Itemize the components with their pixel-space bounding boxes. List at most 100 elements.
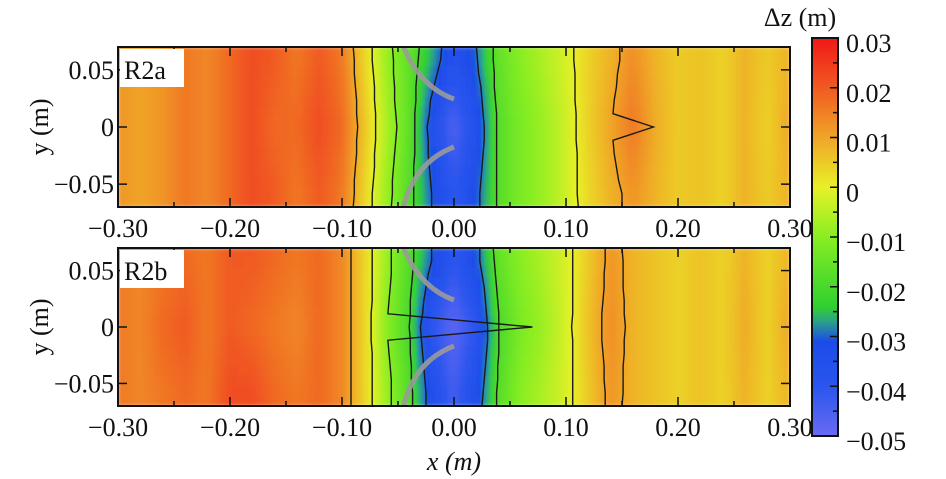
heatmap-cell xyxy=(513,346,521,358)
y-tick-label: −0.05 xyxy=(54,369,114,398)
heatmap-cell xyxy=(435,176,443,188)
heatmap-cell xyxy=(345,277,353,289)
heatmap-cell xyxy=(159,356,167,368)
heatmap-cell xyxy=(417,47,425,58)
heatmap-cell xyxy=(705,385,713,397)
heatmap-cell xyxy=(729,86,737,98)
heatmap-cell xyxy=(255,375,263,387)
heatmap-cell xyxy=(447,76,455,88)
heatmap-cell xyxy=(201,106,209,118)
heatmap-cell xyxy=(267,106,275,118)
heatmap-cell xyxy=(279,196,287,207)
heatmap-cell xyxy=(615,106,623,118)
heatmap-cell xyxy=(477,126,485,138)
heatmap-cell xyxy=(195,306,203,318)
heatmap-cell xyxy=(279,296,287,308)
heatmap-cell xyxy=(435,106,443,118)
heatmap-cell xyxy=(519,166,527,178)
heatmap-cell xyxy=(429,166,437,178)
heatmap-cell xyxy=(465,287,473,299)
heatmap-cell xyxy=(609,176,617,188)
heatmap-cell xyxy=(597,296,605,308)
heatmap-cell xyxy=(255,166,263,178)
heatmap-cell xyxy=(321,316,329,328)
heatmap-cell xyxy=(693,116,701,128)
heatmap-cell xyxy=(501,316,509,328)
heatmap-cell xyxy=(297,176,305,188)
heatmap-cell xyxy=(573,248,581,259)
heatmap-cell xyxy=(255,385,263,397)
heatmap-cell xyxy=(483,116,491,128)
heatmap-cell xyxy=(303,66,311,78)
heatmap-cell xyxy=(243,196,251,207)
heatmap-cell xyxy=(783,316,790,328)
heatmap-cell xyxy=(759,287,767,299)
heatmap-cell xyxy=(555,346,563,358)
heatmap-cell xyxy=(231,267,239,279)
heatmap-cell xyxy=(735,306,743,318)
heatmap-cell xyxy=(639,166,647,178)
heatmap-cell xyxy=(723,156,731,168)
heatmap-cell xyxy=(489,346,497,358)
heatmap-cell xyxy=(477,356,485,368)
heatmap-cell xyxy=(471,56,479,68)
heatmap-cell xyxy=(567,126,575,138)
heatmap-cell xyxy=(603,326,611,338)
heatmap-cell xyxy=(465,146,473,158)
heatmap-cell xyxy=(741,156,749,168)
heatmap-cell xyxy=(231,86,239,98)
heatmap-cell xyxy=(309,375,317,387)
heatmap-cell xyxy=(615,385,623,397)
heatmap-cell xyxy=(447,146,455,158)
heatmap-cell xyxy=(267,136,275,148)
heatmap-cell xyxy=(267,257,275,269)
heatmap-cell xyxy=(381,356,389,368)
heatmap-cell xyxy=(279,136,287,148)
heatmap-cell xyxy=(705,76,713,88)
heatmap-cell xyxy=(735,136,743,148)
heatmap-cell xyxy=(357,306,365,318)
heatmap-cell xyxy=(219,76,227,88)
heatmap-cell xyxy=(489,116,497,128)
heatmap-cell xyxy=(159,336,167,348)
heatmap-cell xyxy=(279,76,287,88)
heatmap-cell xyxy=(291,116,299,128)
heatmap-cell xyxy=(243,248,251,259)
heatmap-cell xyxy=(561,166,569,178)
heatmap-cell xyxy=(531,277,539,289)
heatmap-cell xyxy=(399,47,407,58)
heatmap-cell xyxy=(501,126,509,138)
heatmap-cell xyxy=(363,356,371,368)
heatmap-cell xyxy=(651,277,659,289)
heatmap-cell xyxy=(327,326,335,338)
heatmap-cell xyxy=(567,47,575,58)
heatmap-cell xyxy=(255,56,263,68)
heatmap-cell xyxy=(147,96,155,108)
panel-label: R2b xyxy=(124,257,167,286)
heatmap-cell xyxy=(303,326,311,338)
heatmap-cell xyxy=(231,296,239,308)
heatmap-cell xyxy=(321,66,329,78)
heatmap-cell xyxy=(159,186,167,198)
heatmap-cell xyxy=(447,395,455,406)
heatmap-cell xyxy=(735,56,743,68)
heatmap-cell xyxy=(531,296,539,308)
heatmap-cell xyxy=(759,375,767,387)
heatmap-cell xyxy=(525,306,533,318)
heatmap-cell xyxy=(417,146,425,158)
heatmap-cell xyxy=(627,76,635,88)
heatmap-cell xyxy=(303,176,311,188)
heatmap-cell xyxy=(345,106,353,118)
heatmap-cell xyxy=(219,96,227,108)
heatmap-cell xyxy=(735,366,743,378)
heatmap-cell xyxy=(411,86,419,98)
heatmap-cell xyxy=(423,166,431,178)
heatmap-cell xyxy=(309,356,317,368)
heatmap-cell xyxy=(759,248,767,259)
heatmap-cell xyxy=(537,176,545,188)
heatmap-cell xyxy=(477,116,485,128)
heatmap-cell xyxy=(633,346,641,358)
heatmap-cell xyxy=(471,346,479,358)
heatmap-cell xyxy=(381,336,389,348)
heatmap-cell xyxy=(129,156,137,168)
